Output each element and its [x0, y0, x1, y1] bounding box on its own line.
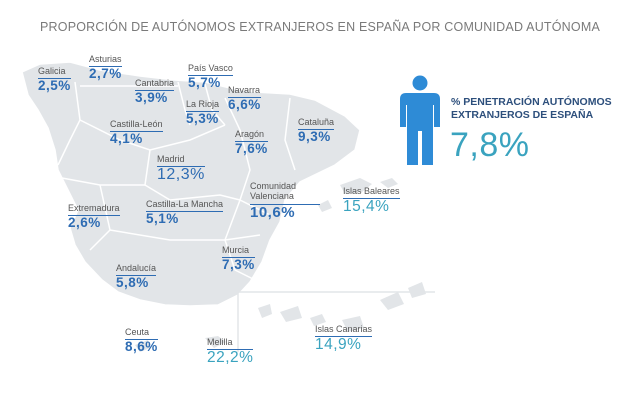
region-value: 14,9%: [315, 336, 362, 353]
national-label-line2: EXTRANJEROS DE ESPAÑA: [451, 109, 594, 122]
baleares-shape: [318, 200, 332, 212]
region-borders: [57, 81, 296, 281]
region-name: Comunidad Valenciana: [250, 181, 320, 205]
region-name: Madrid: [157, 155, 205, 167]
region-name: País Vasco: [188, 64, 233, 76]
region-name: Castilla-La Mancha: [146, 200, 224, 212]
region-extremadura: Extremadura 2,6%: [68, 204, 120, 230]
region-value: 12,3%: [157, 166, 205, 183]
canarias-islands: [258, 282, 426, 332]
baleares-shape: [340, 178, 372, 194]
region-cataluna: Cataluña 9,3%: [298, 118, 335, 144]
region-value: 5,3%: [186, 111, 219, 126]
region-la-rioja: La Rioja 5,3%: [186, 100, 220, 126]
region-castilla-leon: Castilla-León 4,1%: [110, 120, 163, 146]
region-value: 2,7%: [89, 66, 122, 81]
region-value: 22,2%: [207, 349, 254, 366]
region-value: 2,6%: [68, 215, 101, 230]
region-value: 7,3%: [222, 257, 255, 272]
chart-title: PROPORCIÓN DE AUTÓNOMOS EXTRANJEROS EN E…: [40, 20, 600, 34]
melilla-shape: [205, 336, 226, 348]
region-aragon: Aragón 7,6%: [235, 130, 268, 156]
region-andalucia: Andalucía 5,8%: [116, 264, 157, 290]
region-value: 15,4%: [343, 198, 390, 215]
region-value: 6,6%: [228, 97, 261, 112]
region-name: Murcia: [222, 246, 255, 258]
region-islas-canarias: Islas Canarias 14,9%: [315, 325, 373, 353]
region-name: Cataluña: [298, 118, 335, 130]
region-name: Extremadura: [68, 204, 120, 216]
region-ceuta: Ceuta 8,6%: [125, 328, 158, 354]
region-asturias: Asturias 2,7%: [89, 55, 122, 81]
region-madrid: Madrid 12,3%: [157, 155, 205, 183]
region-value: 4,1%: [110, 131, 143, 146]
person-icon: [400, 75, 440, 165]
region-name: Melilla: [207, 338, 254, 350]
region-value: 5,8%: [116, 275, 149, 290]
region-name: Navarra: [228, 86, 261, 98]
region-murcia: Murcia 7,3%: [222, 246, 255, 272]
mainland-shape: [21, 61, 361, 307]
region-value: 5,7%: [188, 75, 221, 90]
region-name: Aragón: [235, 130, 268, 142]
region-pais-vasco: País Vasco 5,7%: [188, 64, 233, 90]
region-galicia: Galicia 2,5%: [38, 67, 71, 93]
region-name: Islas Baleares: [343, 187, 400, 199]
region-value: 10,6%: [250, 203, 296, 221]
region-cantabria: Cantabria 3,9%: [135, 79, 175, 105]
region-value: 3,9%: [135, 90, 168, 105]
region-value: 9,3%: [298, 129, 331, 144]
region-name: Ceuta: [125, 328, 158, 340]
region-name: Andalucía: [116, 264, 157, 276]
region-value: 2,5%: [38, 78, 71, 93]
region-name: Castilla-León: [110, 120, 163, 132]
national-label-line1: % PENETRACIÓN AUTÓNOMOS: [451, 96, 612, 108]
region-name: Cantabria: [135, 79, 175, 91]
national-label: % PENETRACIÓN AUTÓNOMOS EXTRANJEROS DE E…: [451, 96, 631, 122]
region-comunidad-valenciana: Comunidad Valenciana 10,6%: [250, 181, 332, 220]
ceuta-shape: [135, 340, 150, 352]
region-value: 7,6%: [235, 141, 268, 156]
region-navarra: Navarra 6,6%: [228, 86, 261, 112]
region-name: Asturias: [89, 55, 122, 67]
national-value: 7,8%: [450, 126, 530, 164]
region-name: Galicia: [38, 67, 71, 79]
region-castilla-la-mancha: Castilla-La Mancha 5,1%: [146, 200, 224, 226]
region-name: La Rioja: [186, 100, 220, 112]
baleares-shape: [380, 178, 398, 188]
region-value: 8,6%: [125, 339, 158, 354]
region-islas-baleares: Islas Baleares 15,4%: [343, 187, 400, 215]
region-melilla: Melilla 22,2%: [207, 338, 254, 366]
region-name: Islas Canarias: [315, 325, 373, 337]
region-value: 5,1%: [146, 211, 179, 226]
